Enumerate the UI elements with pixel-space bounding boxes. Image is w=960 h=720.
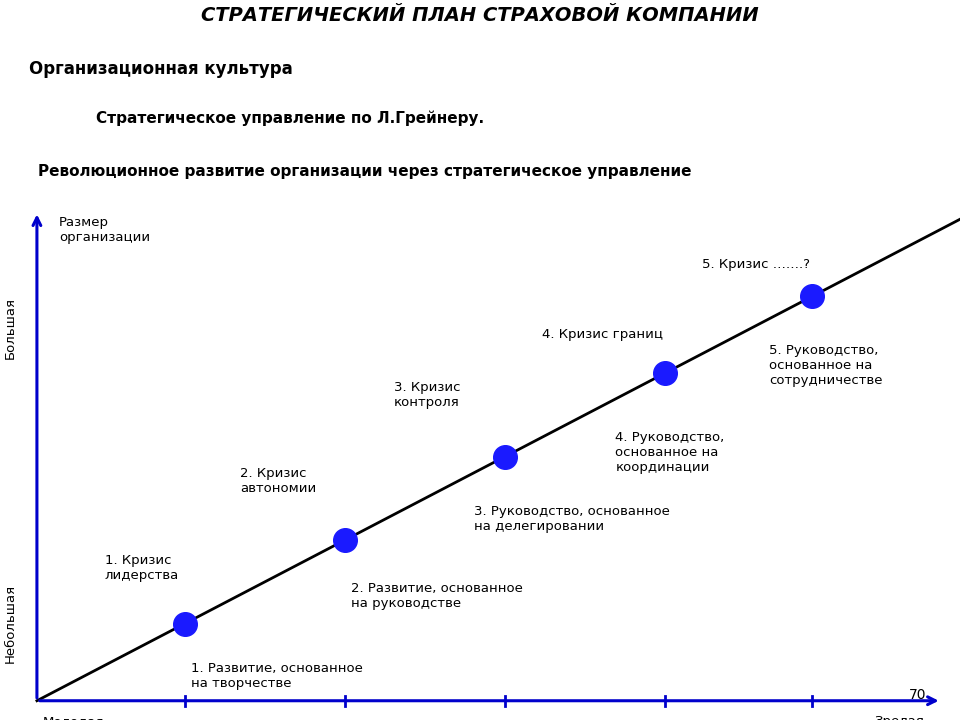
Text: 5. Руководство,
основанное на
сотрудничестве: 5. Руководство, основанное на сотрудниче… <box>769 344 883 387</box>
Text: Размер
организации: Размер организации <box>60 216 150 244</box>
Text: 4. Руководство,
основанное на
координации: 4. Руководство, основанное на координаци… <box>615 431 725 474</box>
Text: 70: 70 <box>909 688 926 702</box>
Text: 2. Кризис
автономии: 2. Кризис автономии <box>240 467 316 495</box>
Text: 3. Руководство, основанное
на делегировании: 3. Руководство, основанное на делегирова… <box>474 505 670 533</box>
Text: Молодая: Молодая <box>43 715 105 720</box>
Text: Большая: Большая <box>3 297 16 359</box>
Text: 4. Кризис границ: 4. Кризис границ <box>541 328 662 341</box>
Text: Стратегическое управление по Л.Грейнеру.: Стратегическое управление по Л.Грейнеру. <box>96 110 484 125</box>
Text: Зрелая: Зрелая <box>874 715 924 720</box>
Text: 3. Кризис
контроля: 3. Кризис контроля <box>394 381 461 409</box>
Text: 1. Кризис
лидерства: 1. Кризис лидерства <box>105 554 179 582</box>
Text: 1. Развитие, основанное
на творчестве: 1. Развитие, основанное на творчестве <box>191 662 363 690</box>
Text: 5. Кризис …….?: 5. Кризис …….? <box>702 258 809 271</box>
Text: Организационная культура: Организационная культура <box>29 60 293 78</box>
Text: Революционное развитие организации через стратегическое управление: Революционное развитие организации через… <box>38 164 692 179</box>
Text: СТРАТЕГИЧЕСКИЙ ПЛАН СТРАХОВОЙ КОМПАНИИ: СТРАТЕГИЧЕСКИЙ ПЛАН СТРАХОВОЙ КОМПАНИИ <box>202 6 758 25</box>
Text: 2. Развитие, основанное
на руководстве: 2. Развитие, основанное на руководстве <box>350 582 522 610</box>
Text: Небольшая: Небольшая <box>3 584 16 663</box>
